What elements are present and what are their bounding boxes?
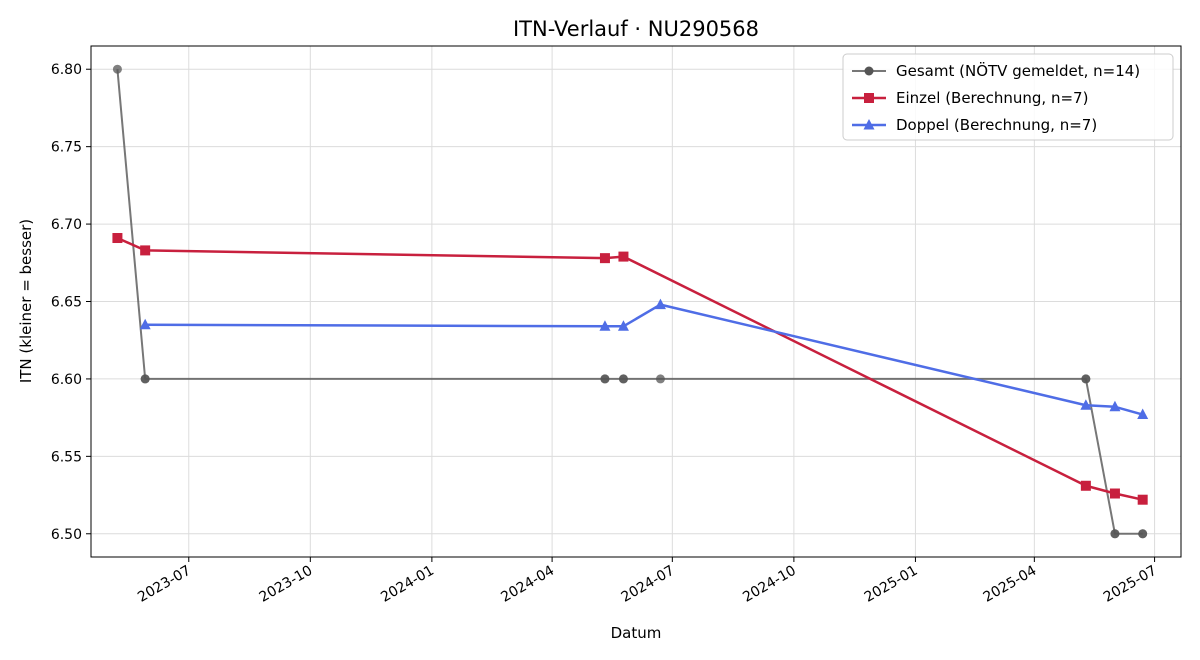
series-einzel <box>112 233 1148 505</box>
legend-marker <box>864 93 874 103</box>
x-tick-label: 2025-01 <box>862 563 921 606</box>
data-point <box>1109 488 1120 499</box>
data-point <box>618 251 629 262</box>
y-tick-label: 6.80 <box>51 62 82 78</box>
data-point <box>1110 529 1120 539</box>
data-point <box>599 320 611 331</box>
series-layer <box>112 64 1149 539</box>
x-tick-label: 2024-01 <box>378 563 437 606</box>
series-doppel <box>139 298 1149 420</box>
data-point <box>1080 399 1092 410</box>
x-tick-label: 2025-07 <box>1101 563 1160 606</box>
data-point <box>600 374 610 384</box>
data-point <box>1138 529 1148 539</box>
x-tick-label: 2024-07 <box>619 563 678 606</box>
data-point <box>654 298 666 310</box>
legend-label: Gesamt (NÖTV gemeldet, n=14) <box>896 61 1140 80</box>
series-doppel-line <box>145 303 1144 416</box>
legend-item-doppel: Doppel (Berechnung, n=7) <box>852 116 1097 134</box>
chart-title: ITN-Verlauf · NU290568 <box>513 17 759 41</box>
data-point <box>618 374 628 384</box>
y-axis-title: ITN (kleiner = besser) <box>17 219 35 383</box>
data-point <box>112 233 123 244</box>
data-point <box>655 374 665 384</box>
data-point <box>1137 408 1149 420</box>
x-tick-label: 2024-04 <box>498 563 557 606</box>
legend-item-einzel: Einzel (Berechnung, n=7) <box>852 89 1088 107</box>
y-tick-label: 6.75 <box>51 140 82 156</box>
data-point <box>140 245 151 256</box>
data-point <box>139 318 151 330</box>
y-tick-label: 6.70 <box>51 217 82 233</box>
series-gesamt <box>112 64 1148 539</box>
legend: Gesamt (NÖTV gemeldet, n=14) Einzel (Bere… <box>842 53 1174 141</box>
y-tick-label: 6.50 <box>51 527 82 543</box>
legend-item-gesamt: Gesamt (NÖTV gemeldet, n=14) <box>852 61 1140 80</box>
x-tick-label: 2023-10 <box>257 563 316 606</box>
data-point <box>617 320 629 331</box>
x-axis: 2023-07 2023-10 2024-01 2024-04 2024-07 2024-… <box>135 557 1160 606</box>
series-einzel-line <box>116 236 1143 501</box>
data-point <box>599 253 610 264</box>
data-point <box>1081 374 1091 384</box>
y-tick-label: 6.65 <box>51 295 82 311</box>
data-point <box>1080 480 1091 491</box>
data-point <box>140 374 150 384</box>
x-tick-label: 2025-04 <box>981 563 1040 606</box>
series-gesamt-line <box>116 69 1143 535</box>
data-point <box>1137 494 1148 505</box>
x-tick-label: 2024-10 <box>740 563 799 606</box>
legend-label: Doppel (Berechnung, n=7) <box>896 116 1097 134</box>
y-axis: 6.50 6.55 6.60 6.65 6.70 6.75 6.80 <box>51 62 91 543</box>
x-axis-title: Datum <box>611 624 662 642</box>
x-tick-label: 2023-07 <box>135 563 194 606</box>
y-tick-label: 6.60 <box>51 372 82 388</box>
y-tick-label: 6.55 <box>51 449 82 465</box>
legend-label: Einzel (Berechnung, n=7) <box>896 89 1088 107</box>
legend-marker <box>864 66 874 76</box>
legend-marker <box>863 119 875 130</box>
data-point <box>1109 400 1121 412</box>
legend-box <box>842 53 1174 141</box>
data-point <box>112 64 122 74</box>
